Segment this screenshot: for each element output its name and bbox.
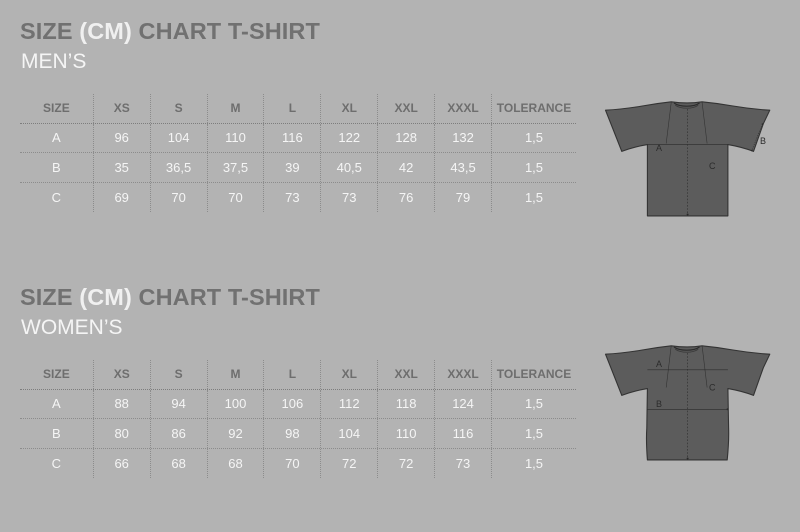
- svg-text:C: C: [709, 383, 716, 393]
- svg-text:A: A: [656, 143, 662, 153]
- svg-text:B: B: [760, 136, 766, 146]
- svg-text:C: C: [709, 161, 716, 171]
- svg-text:A: A: [656, 359, 662, 369]
- svg-text:B: B: [656, 399, 662, 409]
